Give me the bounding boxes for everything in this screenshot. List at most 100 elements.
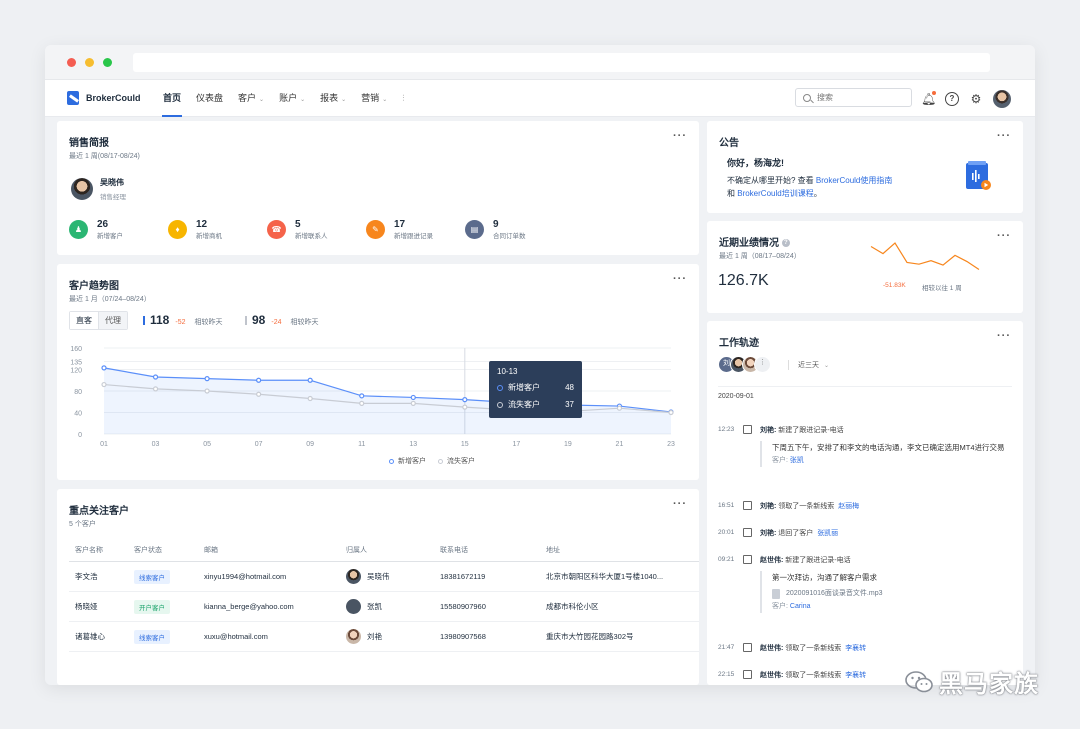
- stat-item[interactable]: ☎ 5 新增联系人: [267, 219, 366, 240]
- stat-item[interactable]: ✎ 17 新增跟进记录: [366, 219, 465, 240]
- stat-item[interactable]: ♟ 26 新增客户: [69, 219, 168, 240]
- column-header[interactable]: 归属人: [346, 547, 367, 554]
- chevron-down-icon: ⌄: [259, 97, 265, 103]
- client-count: 5 个客户: [69, 521, 96, 528]
- client-link[interactable]: 张凯: [789, 457, 804, 464]
- maximize-window-button[interactable]: [103, 58, 112, 67]
- data-point: [410, 394, 416, 401]
- data-point: [204, 376, 210, 382]
- more-options-icon[interactable]: ···: [997, 130, 1011, 142]
- nav-item[interactable]: 首页: [162, 80, 188, 117]
- announcement-text: 不确定从哪里开始? 查看: [727, 176, 816, 185]
- kpi-marker: [143, 315, 145, 325]
- client-phone: 18381672119: [440, 572, 486, 581]
- minimize-window-button[interactable]: [85, 58, 94, 67]
- stat-item[interactable]: ▤ 9 合同订单数: [465, 219, 564, 240]
- item-link[interactable]: 李襄转: [845, 645, 867, 652]
- item-link[interactable]: 李襄转: [845, 672, 867, 679]
- nav-item[interactable]: 仪表盘: [196, 93, 224, 103]
- x-tick-label: 07: [255, 441, 263, 448]
- client-address: 重庆市大竹园花园路302号: [546, 632, 634, 641]
- item-action: 退回了客户: [778, 530, 814, 537]
- phone-icon: ☎: [267, 220, 286, 239]
- client-name[interactable]: 诸葛雄心: [75, 632, 105, 641]
- more-avatars-icon[interactable]: ⋮: [754, 356, 771, 373]
- address-bar[interactable]: [133, 53, 990, 72]
- more-options-icon[interactable]: ···: [673, 498, 687, 510]
- stat-item[interactable]: ♦ 12 新增商机: [168, 219, 267, 240]
- chevron-down-icon: ⌄: [341, 97, 347, 103]
- tab-agent[interactable]: 代理: [99, 312, 127, 329]
- nav-item[interactable]: 报表 ⌄: [320, 93, 347, 103]
- table-row[interactable]: 诸葛雄心 线索客户 xuxu@hotmail.com 刘艳 1398090756…: [69, 622, 699, 652]
- card-title: 销售简报: [69, 138, 109, 149]
- column-header[interactable]: 邮箱: [204, 547, 218, 554]
- tooltip-date: 10-13: [497, 367, 518, 376]
- user-avatar[interactable]: [993, 90, 1011, 108]
- more-options-icon[interactable]: ···: [673, 273, 687, 285]
- column-header[interactable]: 联系电话: [440, 547, 468, 554]
- timeline-item: 09:21 赵世伟: 新建了跟进记录-电话 第一次拜访，沟通了解客户需求 20200…: [718, 555, 1013, 613]
- attachment[interactable]: 2020091016面谈录音文件.mp3: [772, 587, 1013, 600]
- x-tick-label: 11: [358, 441, 365, 448]
- card-title: 近期业绩情况 ?: [719, 234, 790, 249]
- help-icon[interactable]: ?: [945, 92, 959, 106]
- avatar: [346, 569, 361, 584]
- item-time: 16:51: [718, 502, 735, 509]
- chevron-down-icon: ⌄: [823, 362, 829, 369]
- item-actor[interactable]: 赵世伟:: [760, 645, 784, 652]
- info-icon[interactable]: ?: [781, 239, 790, 248]
- note-icon: [743, 555, 752, 564]
- bell-icon[interactable]: 🔔︎: [921, 91, 937, 106]
- performance-card: 近期业绩情况 ? 最近 1 周（08/17–08/24） ··· 126.7K …: [707, 221, 1023, 313]
- data-point: [152, 386, 159, 392]
- item-actor[interactable]: 刘艳:: [760, 503, 777, 510]
- item-time: 12:23: [718, 426, 735, 433]
- audio-file-icon: [966, 161, 991, 190]
- gear-icon[interactable]: ⚙: [970, 92, 982, 106]
- brand-logo[interactable]: BrokerCould: [67, 91, 141, 105]
- x-tick-label: 19: [564, 441, 572, 448]
- item-time: 09:21: [718, 556, 735, 563]
- y-tick-label: 135: [70, 359, 82, 366]
- search-box[interactable]: [795, 88, 912, 107]
- more-options-icon[interactable]: ···: [997, 230, 1011, 242]
- item-actor[interactable]: 刘艳:: [760, 530, 777, 537]
- item-actor[interactable]: 赵世伟:: [760, 672, 784, 679]
- tab-direct[interactable]: 直客: [70, 312, 99, 329]
- guide-link[interactable]: BrokerCould使用指南: [815, 176, 893, 185]
- column-header[interactable]: 地址: [546, 547, 560, 554]
- client-link[interactable]: Carina: [789, 603, 811, 610]
- item-action: 新建了跟进记录-电话: [785, 557, 851, 564]
- more-options-icon[interactable]: ···: [997, 330, 1011, 342]
- nav-item[interactable]: 营销 ⌄: [361, 93, 388, 103]
- nav-item[interactable]: 账户 ⌄: [279, 93, 306, 103]
- client-name[interactable]: 李文浩: [75, 572, 98, 581]
- table-row[interactable]: 李文浩 线索客户 xinyu1994@hotmail.com 吴晓伟 18381…: [69, 562, 699, 592]
- nav-item[interactable]: 客户 ⌄: [238, 93, 265, 103]
- more-options-icon[interactable]: ···: [673, 130, 687, 142]
- item-actor[interactable]: 刘艳:: [760, 427, 777, 434]
- data-point: [462, 397, 468, 403]
- training-link[interactable]: BrokerCould培训课程: [737, 189, 814, 198]
- detail-client-label: 客户:: [772, 457, 790, 464]
- search-input[interactable]: [817, 93, 897, 102]
- search-icon: [803, 93, 811, 102]
- item-link[interactable]: 赵丽梅: [838, 503, 860, 510]
- filter-icon[interactable]: ⫶: [402, 93, 405, 103]
- detail-text: 下周五下午，安排了和李文的电话沟通，李文已确定选用MT4进行交易: [772, 443, 1005, 452]
- legend-item-new[interactable]: 新增客户: [389, 456, 426, 466]
- item-actor[interactable]: 赵世伟:: [760, 557, 784, 564]
- client-name[interactable]: 杨晓娅: [75, 602, 98, 611]
- column-header[interactable]: 客户名称: [75, 547, 103, 554]
- close-window-button[interactable]: [67, 58, 76, 67]
- column-header[interactable]: 客户状态: [134, 547, 162, 554]
- legend-item-lost[interactable]: 流失客户: [438, 456, 475, 466]
- trend-chart[interactable]: 0 40 80 120 135 160 01 03 05 07 09 11 13 15 17 19 21 23: [57, 264, 699, 480]
- table-row[interactable]: 杨晓娅 开户客户 kianna_berge@yahoo.com 张凯 15580…: [69, 592, 699, 622]
- period-filter[interactable]: 近三天 ⌄: [788, 359, 829, 370]
- item-link[interactable]: 张凯丽: [817, 530, 839, 537]
- data-point: [256, 377, 262, 383]
- data-point: [410, 400, 416, 406]
- note-icon: [743, 425, 752, 434]
